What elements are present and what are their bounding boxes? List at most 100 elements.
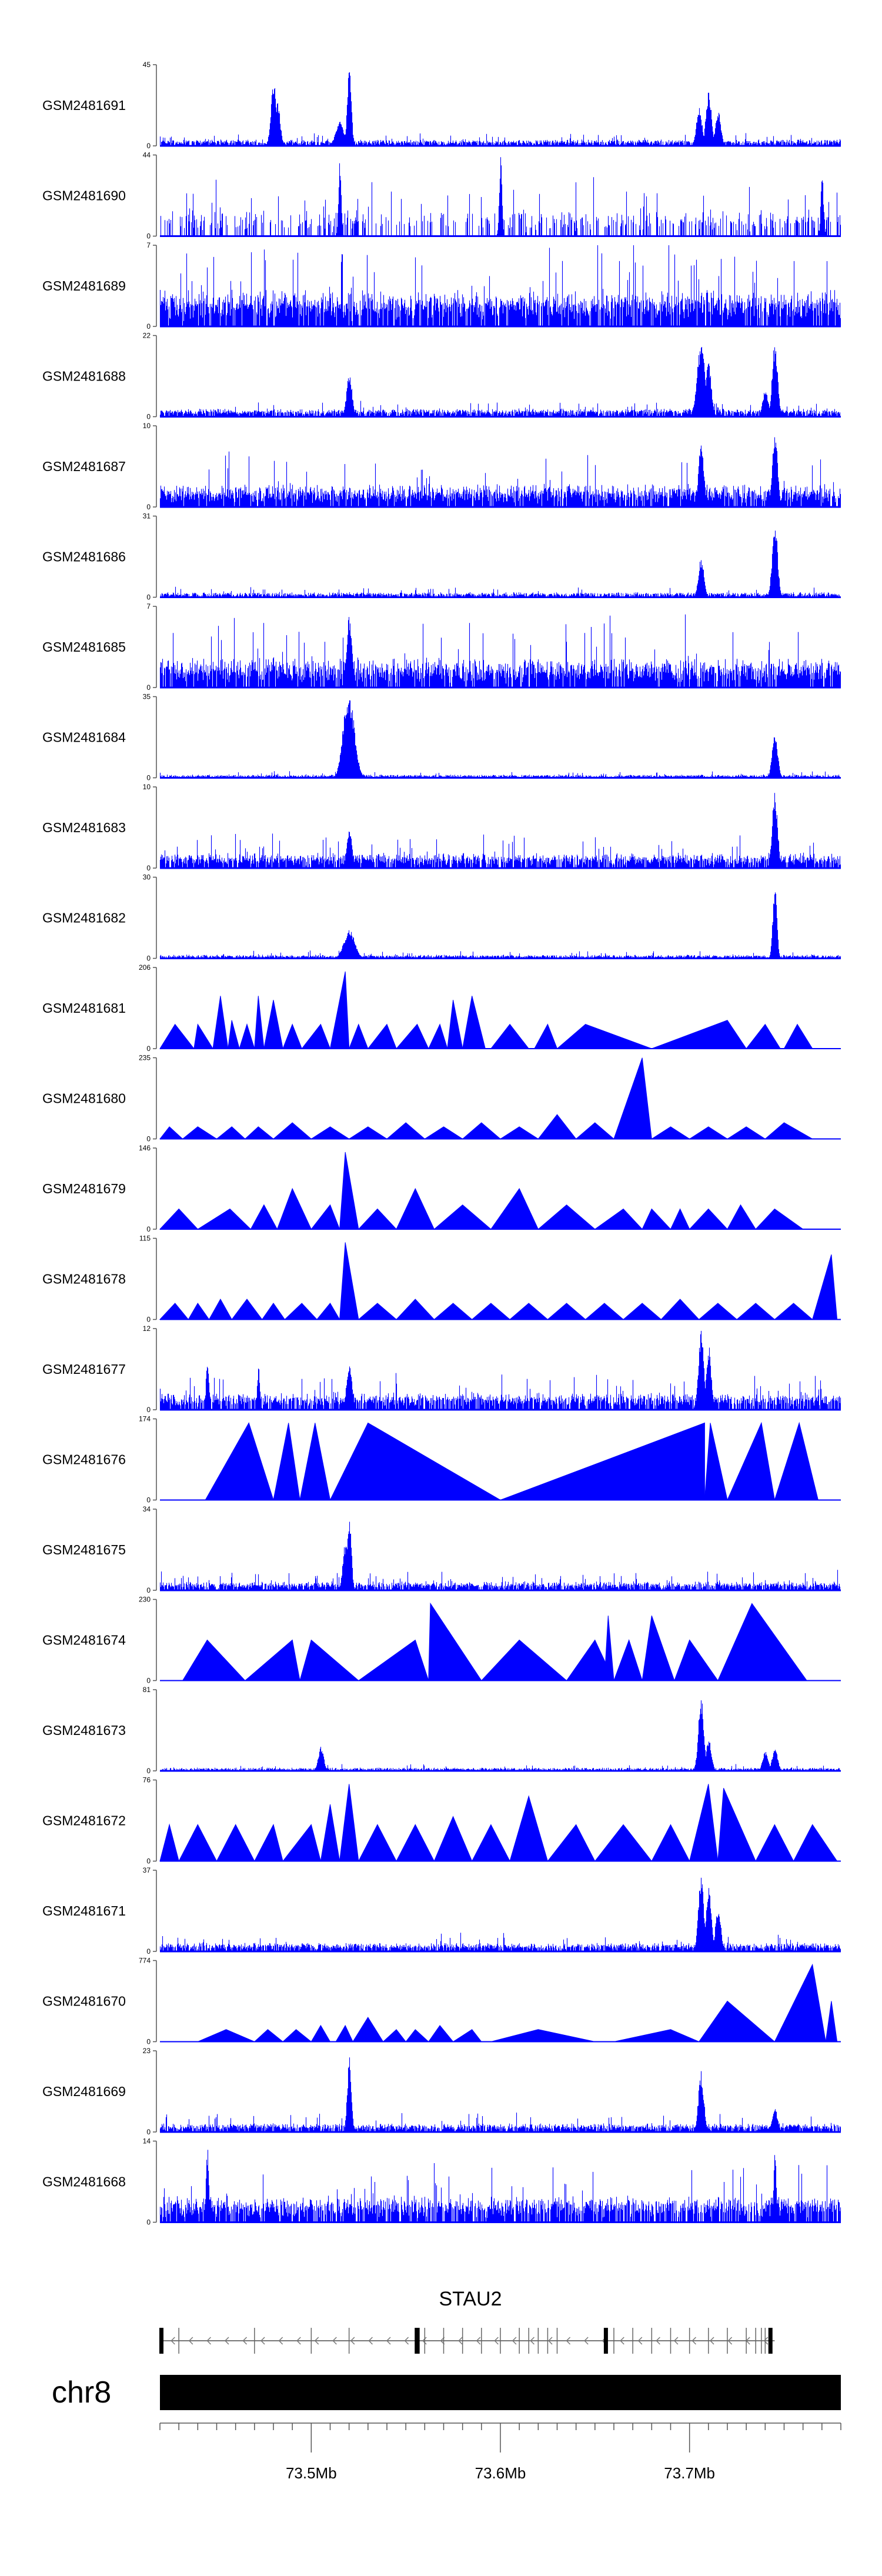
coverage-peak [642,1208,671,1230]
coverage-peak [613,1057,652,1139]
coverage-peak [490,1023,530,1049]
y-min-label: 0 [146,142,151,150]
y-min-label: 0 [146,1947,151,1956]
y-max-label: 34 [143,1505,151,1513]
coverage-tracks: GSM2481691450GSM2481690440GSM248168970GS… [42,61,841,2227]
coverage-peak [452,2029,482,2042]
coverage-peak [689,1208,729,1230]
coverage-peak [405,2029,430,2042]
y-max-label: 774 [139,1957,151,1965]
coverage-peak [812,1254,838,1320]
coverage-peak [282,1824,322,1861]
coverage-peak [228,1020,240,1049]
coverage-peak [198,2029,255,2042]
exon [159,2328,163,2354]
sample-label: GSM2481675 [42,1542,126,1557]
exon [768,2328,773,2354]
coverage-peak [537,1204,596,1230]
coverage-peak [613,1639,643,1681]
coverage-peak [263,1000,283,1049]
track-GSM2481689: GSM2481689 7 0 [42,241,841,331]
coverage-signal [159,347,841,417]
coverage-peak [382,2029,407,2042]
coverage-peak [196,1208,252,1230]
sample-label: GSM2481686 [42,549,126,565]
coverage-peak [704,1423,728,1500]
y-min-label: 0 [146,774,151,782]
coverage-peak [490,1188,539,1230]
track-GSM2481670: GSM2481670 774 0 [42,1957,841,2046]
coverage-peak [717,1788,756,1861]
sample-label: GSM2481683 [42,820,126,835]
coverage-peak [386,1122,426,1139]
coverage-peak [244,1126,275,1139]
coverage-peak [396,1023,429,1049]
coverage-peak [825,2001,838,2042]
coverage-peak [159,1303,189,1320]
coverage-peak [358,1303,397,1320]
y-max-label: 146 [139,1144,151,1152]
coverage-peak [727,1422,775,1500]
coverage-peak [205,1422,274,1500]
coverage-peak [689,1126,729,1139]
coverage-peak [547,1303,587,1320]
sample-label: GSM2481684 [42,730,126,745]
strand-arrow [494,2337,499,2345]
coverage-peak [689,1784,719,1861]
y-max-label: 37 [143,1866,151,1874]
track-GSM2481684: GSM2481684 35 0 [42,693,841,782]
strand-arrow [709,2337,714,2345]
coverage-peak [428,1602,482,1681]
coverage-peak [310,2024,331,2042]
coverage-peak [212,996,229,1049]
coverage-peak [613,2029,699,2042]
coverage-peak [253,1824,283,1861]
coverage-peak [575,1122,615,1139]
sample-label: GSM2481689 [42,278,126,293]
coverage-signal [159,1521,841,1590]
strand-arrow [242,2337,248,2345]
coverage-peak [339,1242,359,1320]
coverage-peak [480,1639,567,1681]
coverage-peak [736,1303,776,1320]
coverage-peak [556,1024,652,1049]
sample-label: GSM2481668 [42,2174,126,2190]
coverage-peak [433,1204,492,1230]
track-GSM2481691: GSM2481691 45 0 [42,61,841,150]
coverage-peak [783,1023,813,1049]
y-min-label: 0 [146,322,151,331]
y-max-label: 235 [139,1054,151,1062]
coverage-signal [159,700,841,778]
sample-label: GSM2481679 [42,1181,126,1196]
y-max-label: 10 [143,422,151,430]
coverage-peak [774,1963,826,2042]
coverage-peak [471,1824,510,1861]
y-min-label: 0 [146,1857,151,1866]
coverage-peak [253,2029,284,2042]
strand-arrow [206,2337,211,2345]
track-GSM2481671: GSM2481671 37 0 [42,1866,841,1956]
track-GSM2481677: GSM2481677 12 0 [42,1324,841,1414]
strand-arrow [566,2337,571,2345]
track-GSM2481669: GSM2481669 23 0 [42,2047,841,2136]
coverage-peak [651,1824,690,1861]
y-max-label: 31 [143,512,151,520]
coverage-signal [159,614,841,688]
coverage-peak [348,1126,388,1139]
sample-label: GSM2481685 [42,639,126,655]
coverage-peak [335,2024,353,2042]
coverage-peak [471,1303,511,1320]
y-max-label: 22 [143,332,151,340]
coverage-peak [698,1303,738,1320]
coverage-peak [500,1422,705,1500]
track-GSM2481685: GSM2481685 7 0 [42,602,841,692]
sample-label: GSM2481681 [42,1000,126,1016]
coverage-peak [423,1126,464,1139]
y-min-label: 0 [146,1225,151,1233]
y-max-label: 81 [143,1686,151,1694]
coverage-peak [358,1208,397,1230]
sample-label: GSM2481678 [42,1272,126,1287]
y-min-label: 0 [146,1045,151,1053]
coverage-peak [182,1126,218,1139]
y-min-label: 0 [146,593,151,602]
